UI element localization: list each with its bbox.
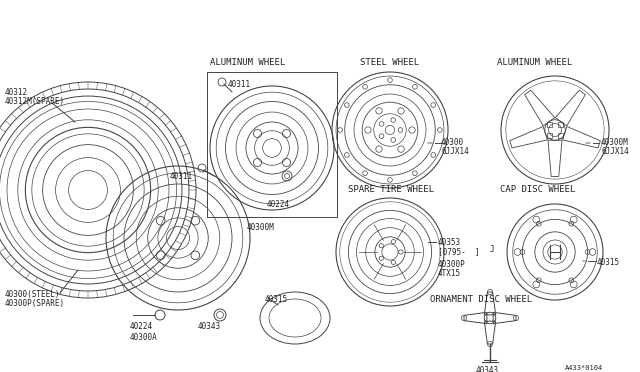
Bar	[558, 122, 563, 127]
Text: SPARE TIRE WHEEL: SPARE TIRE WHEEL	[348, 185, 434, 194]
Text: CAP DISC WHEEL: CAP DISC WHEEL	[500, 185, 575, 194]
Text: ALUMINUM WHEEL: ALUMINUM WHEEL	[497, 58, 572, 67]
Text: 40343: 40343	[476, 366, 499, 372]
Text: 6JJX14: 6JJX14	[601, 147, 628, 156]
Text: 40300: 40300	[441, 138, 464, 147]
Bar	[207, 72, 337, 217]
Text: [0795-  ]: [0795- ]	[438, 247, 479, 256]
Text: A433*0104: A433*0104	[565, 365, 604, 371]
Text: 40300M: 40300M	[247, 223, 275, 232]
Text: 6JJX14: 6JJX14	[441, 147, 468, 156]
Text: 40300A: 40300A	[130, 333, 157, 342]
Text: 40300(STEEL): 40300(STEEL)	[5, 290, 61, 299]
Text: 40300P(SPARE): 40300P(SPARE)	[5, 299, 65, 308]
Text: ORNAMENT DISC WHEEL: ORNAMENT DISC WHEEL	[430, 295, 532, 304]
Text: 40300P: 40300P	[438, 260, 466, 269]
Text: 40224: 40224	[130, 322, 153, 331]
Text: 40315: 40315	[597, 258, 620, 267]
Text: J: J	[490, 245, 495, 254]
Text: STEEL WHEEL: STEEL WHEEL	[360, 58, 419, 67]
Text: 40224: 40224	[267, 200, 290, 209]
Text: 40312M(SPARE): 40312M(SPARE)	[5, 97, 65, 106]
Text: 40315: 40315	[265, 295, 288, 304]
Bar	[558, 133, 563, 138]
Text: 40312: 40312	[5, 88, 28, 97]
Bar	[547, 133, 552, 138]
Text: 40353: 40353	[438, 238, 461, 247]
Text: 40343: 40343	[198, 322, 221, 331]
Bar	[547, 122, 552, 127]
Text: 4TX15: 4TX15	[438, 269, 461, 278]
Text: ALUMINUM WHEEL: ALUMINUM WHEEL	[210, 58, 285, 67]
Text: 40311: 40311	[228, 80, 251, 89]
Text: 40311: 40311	[170, 172, 193, 181]
Text: 40300M: 40300M	[601, 138, 628, 147]
